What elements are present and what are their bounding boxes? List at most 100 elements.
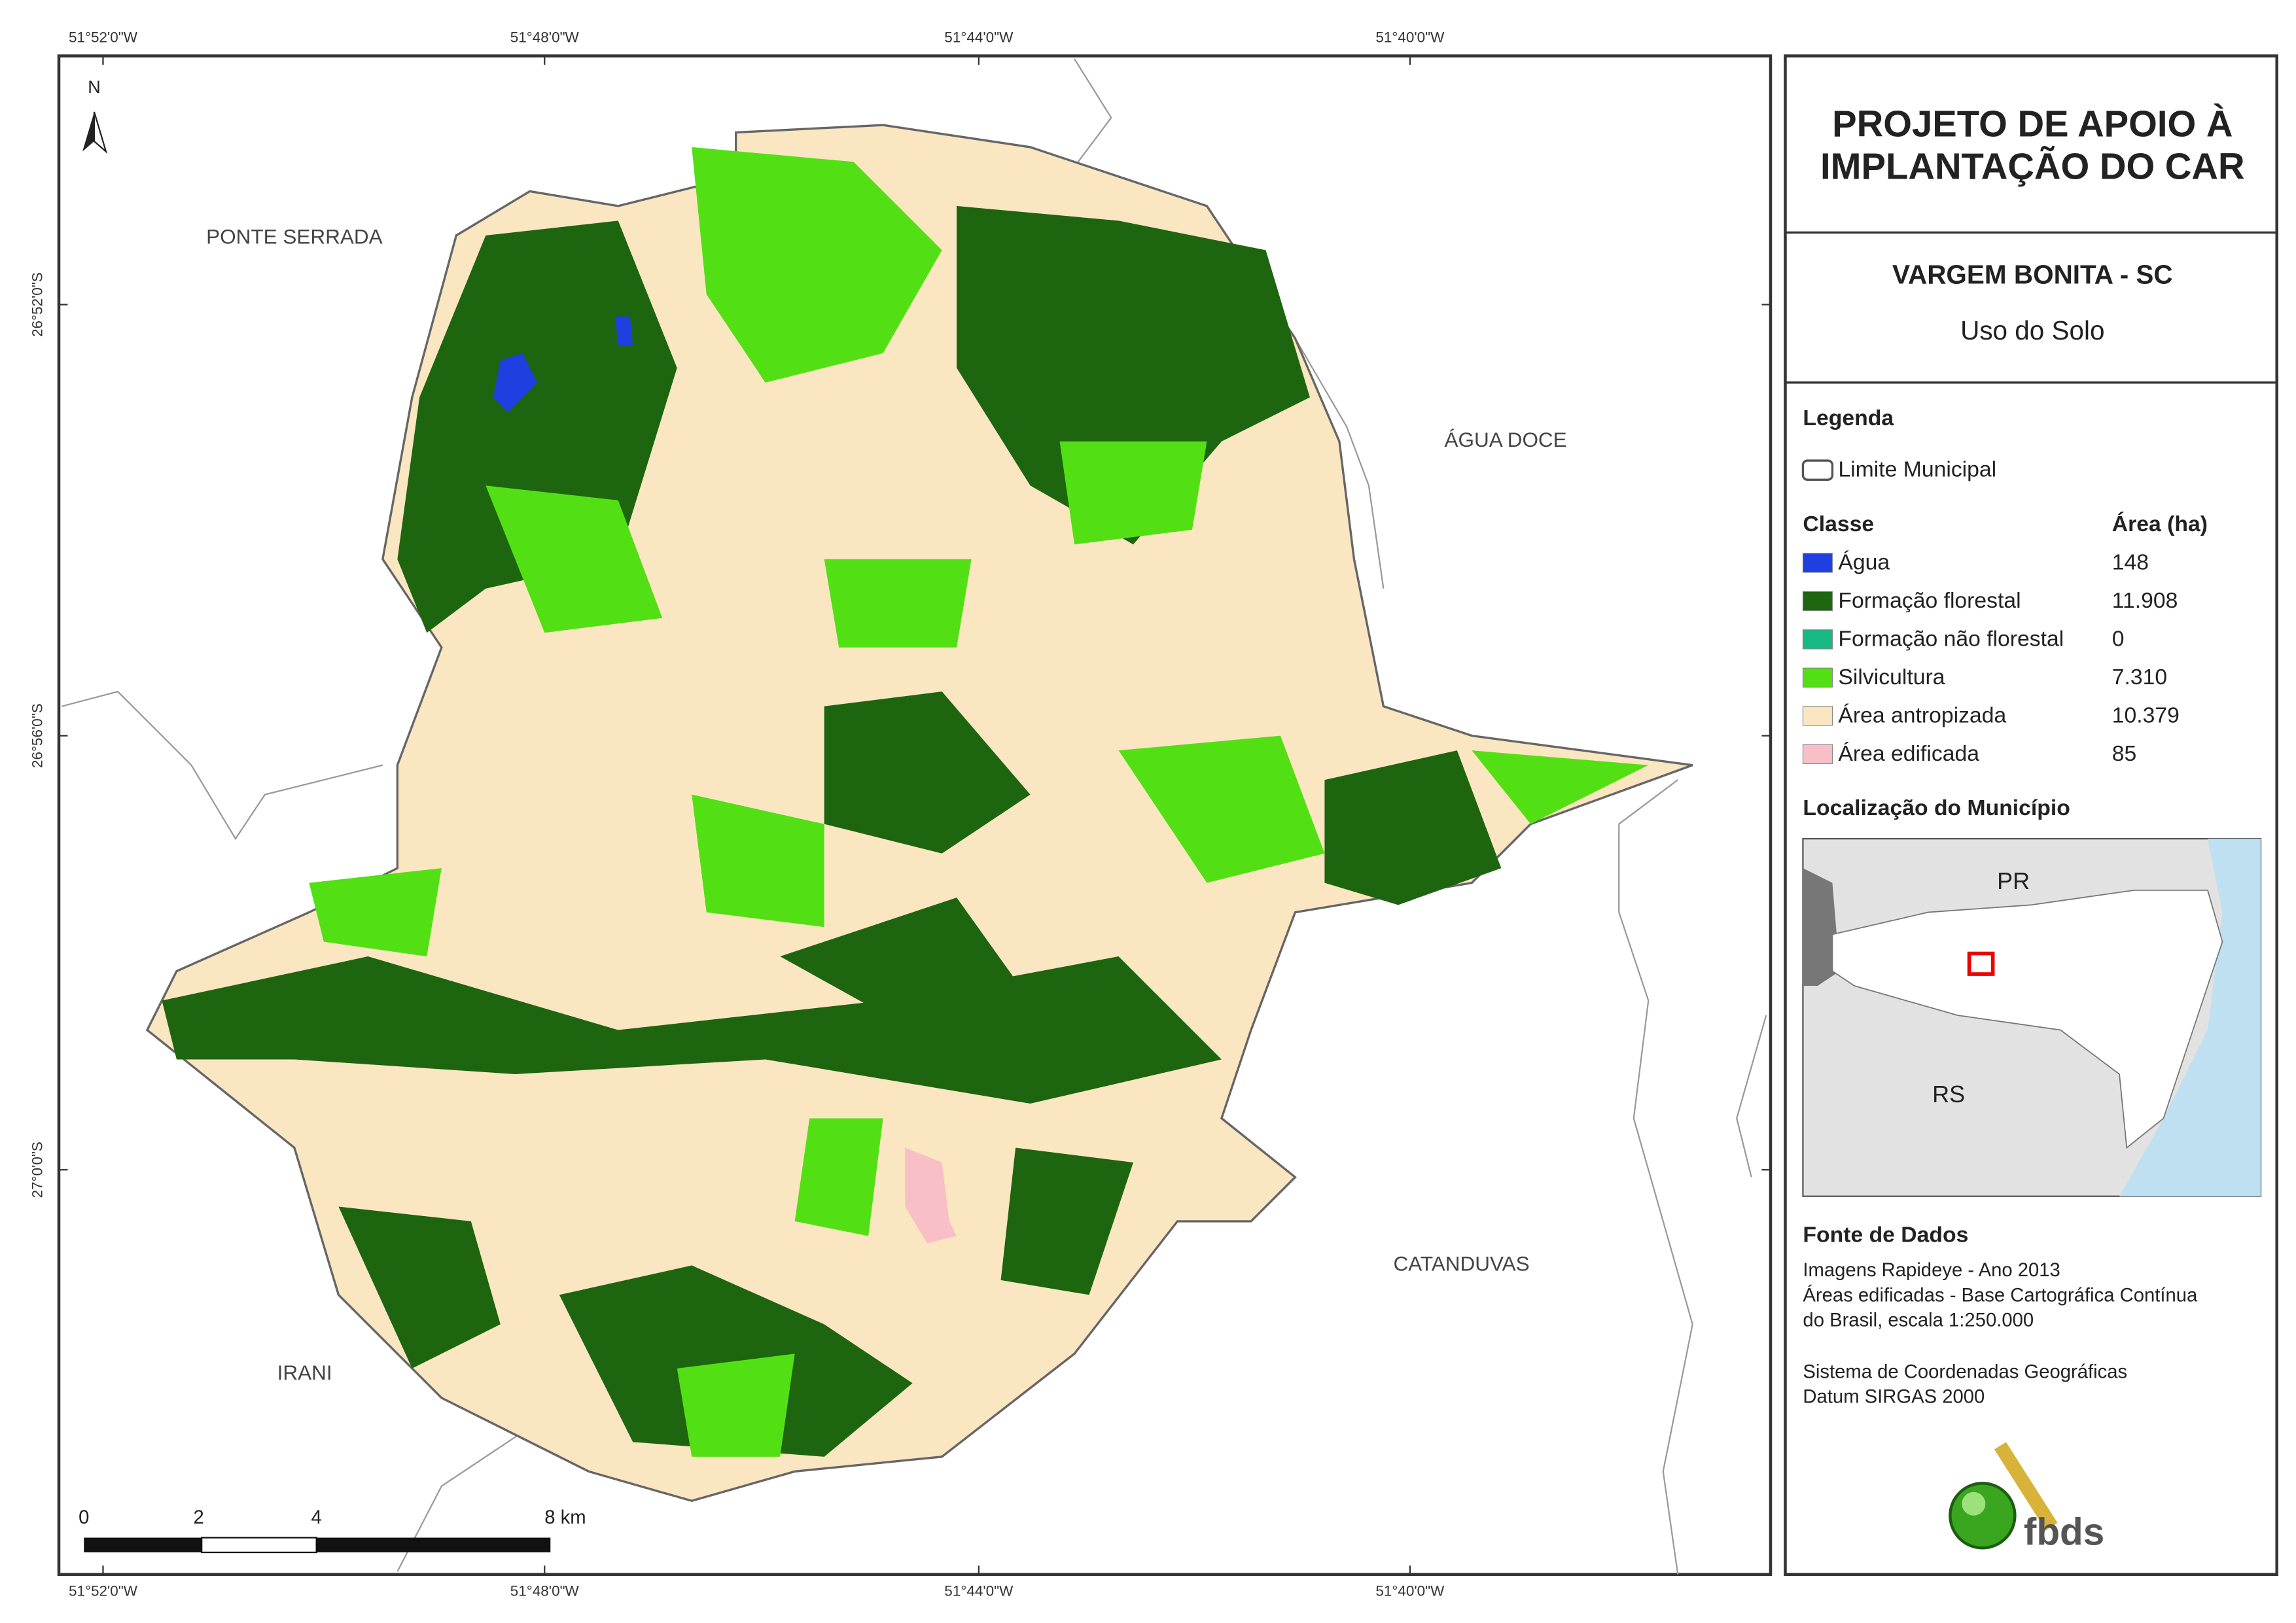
scale-bar: 0 2 4 8 km	[79, 1507, 586, 1554]
patch	[1472, 750, 1649, 824]
patch	[1059, 441, 1207, 545]
legend-label: Limite Municipal	[1838, 457, 1996, 482]
place-label: IRANI	[277, 1361, 332, 1384]
scale-label: 8 km	[544, 1507, 586, 1528]
location-marker	[1967, 951, 1995, 976]
class-header: Classe	[1803, 512, 1874, 536]
logo: fbds	[1949, 1442, 2104, 1553]
crs-line: Sistema de Coordenadas Geográficas	[1803, 1361, 2127, 1382]
north-label: N	[88, 77, 101, 97]
class-swatch	[1802, 744, 1833, 764]
boundary	[62, 690, 383, 841]
legend-classes: Água 148 Formação florestal 11.908 Formação …	[1802, 550, 2180, 766]
latitude-label: 26°52'0"S	[29, 272, 45, 337]
class-swatch	[1802, 706, 1833, 726]
class-area: 0	[2112, 626, 2125, 651]
longitude-label: 51°40'0"W	[1375, 29, 1445, 45]
class-area: 10.379	[2112, 703, 2180, 727]
title-line: IMPLANTAÇÃO DO CAR	[1820, 146, 2245, 187]
class-area: 11.908	[2112, 588, 2178, 613]
legend-title: Legenda	[1803, 406, 1894, 430]
scale-label: 2	[194, 1507, 204, 1528]
patch	[1324, 750, 1502, 905]
place-label: CATANDUVAS	[1394, 1252, 1530, 1276]
patch	[615, 316, 633, 346]
class-name: Formação florestal	[1838, 588, 2021, 613]
scale-label: 4	[311, 1507, 322, 1528]
location-inset: PR RS	[1802, 837, 2262, 1197]
patch	[309, 868, 442, 957]
panel-frame	[1784, 54, 2278, 1577]
latitude-label: 27°0'0"S	[29, 1142, 45, 1198]
class-area: 85	[2112, 741, 2137, 766]
patch	[780, 898, 1031, 1030]
neighbor-country	[1803, 868, 1840, 986]
boundary	[1618, 779, 1693, 1575]
patch	[493, 353, 538, 412]
latitude-label: 26°56'0"S	[29, 703, 45, 768]
silviculture	[309, 147, 1649, 1457]
place-labels: PONTE SERRADA ÁGUA DOCE CATANDUVAS IRANI	[206, 225, 1567, 1384]
longitude-label: 51°52'0"W	[69, 1583, 138, 1599]
class-swatch	[1802, 667, 1833, 688]
class-area: 148	[2112, 550, 2149, 574]
ocean	[2119, 839, 2261, 1196]
santa-catarina	[1831, 889, 2223, 1149]
patch	[677, 1353, 795, 1457]
forest	[162, 205, 1502, 1457]
longitude-label: 51°48'0"W	[510, 29, 580, 45]
inset-label: RS	[1932, 1081, 1965, 1108]
longitude-label: 51°44'0"W	[944, 1583, 1014, 1599]
boundary	[1294, 338, 1385, 589]
neighbor-boundaries	[62, 58, 1767, 1575]
scale-label: 0	[79, 1507, 89, 1528]
source-line: do Brasil, escala 1:250.000	[1803, 1310, 2034, 1331]
class-name: Área edificada	[1838, 741, 1979, 766]
patch	[338, 1206, 501, 1369]
scale-seg	[84, 1537, 202, 1553]
longitude-label: 51°48'0"W	[510, 1583, 580, 1599]
class-name: Formação não florestal	[1838, 626, 2064, 651]
logo-highlight	[1962, 1492, 1986, 1516]
scale-seg	[201, 1537, 317, 1554]
class-name: Silvicultura	[1838, 665, 1945, 689]
inset-label: PR	[1997, 867, 2030, 894]
water	[493, 316, 633, 412]
class-swatch	[1802, 591, 1833, 612]
scale-seg	[316, 1537, 551, 1553]
patch	[794, 1118, 883, 1236]
patch	[692, 147, 942, 383]
source-line: Imagens Rapideye - Ano 2013	[1803, 1260, 2060, 1281]
longitude-label: 51°52'0"W	[69, 29, 138, 45]
land-use	[145, 124, 1693, 1503]
class-name: Área antropizada	[1838, 703, 2006, 727]
arrow-right	[93, 111, 108, 154]
patch	[1000, 1147, 1134, 1295]
class-area: 7.310	[2112, 665, 2167, 689]
patch	[1118, 735, 1325, 883]
logo-bar	[1994, 1442, 2058, 1531]
patch	[486, 485, 663, 633]
class-swatch	[1802, 553, 1833, 573]
patch	[824, 691, 1031, 854]
sources-title: Fonte de Dados	[1803, 1222, 1968, 1247]
boundary-swatch	[1801, 459, 1834, 481]
patch	[824, 559, 972, 648]
crs-line: Datum SIRGAS 2000	[1803, 1387, 1985, 1408]
place-label: ÁGUA DOCE	[1444, 428, 1566, 451]
patch	[957, 205, 1310, 545]
place-label: PONTE SERRADA	[206, 225, 382, 249]
location-title: Localização do Município	[1803, 795, 2070, 820]
municipality-title: VARGEM BONITA - SC	[1892, 260, 2173, 290]
area-header: Área (ha)	[2112, 512, 2208, 536]
class-name: Água	[1838, 550, 1890, 574]
class-swatch	[1802, 629, 1833, 650]
theme: Uso do Solo	[1960, 315, 2104, 345]
graticule-labels: 51°52'0"W 51°52'0"W 51°48'0"W 51°48'0"W 51°4…	[29, 29, 1771, 1599]
patch	[692, 794, 824, 928]
logo-text: fbds	[2024, 1510, 2104, 1553]
title-line: PROJETO DE APOIO À	[1832, 103, 2233, 144]
